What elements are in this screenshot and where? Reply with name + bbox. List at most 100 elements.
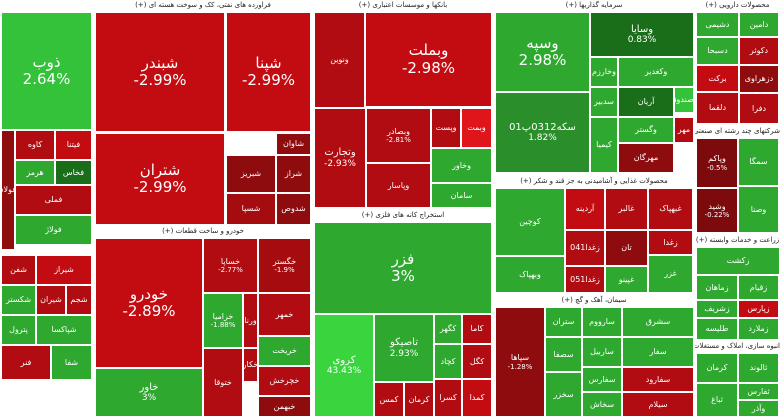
stock-tile[interactable]: سصفا: [545, 337, 582, 372]
stock-tile[interactable]: وگستر: [618, 117, 674, 143]
stock-tile[interactable]: سمگا: [738, 138, 779, 186]
stock-tile[interactable]: شبریز: [226, 155, 276, 193]
stock-tile[interactable]: وبصادر -2.81%: [366, 108, 431, 163]
stock-tile[interactable]: فخاس: [55, 160, 92, 185]
stock-tile[interactable]: وشید -0.22%: [696, 188, 738, 233]
stock-tile[interactable]: شتران -2.99%: [95, 133, 225, 225]
stock-tile[interactable]: وبمت: [461, 108, 492, 148]
stock-tile[interactable]: کرمان: [696, 353, 738, 383]
stock-tile[interactable]: شبندر -2.99%: [95, 12, 225, 132]
stock-tile[interactable]: وسایا 0.83%: [590, 12, 694, 57]
sector-header[interactable]: شرکتهای چند رشته ای صنعتی (+): [695, 126, 780, 137]
stock-tile[interactable]: ونوین: [314, 12, 365, 108]
stock-tile[interactable]: دسبحا: [696, 37, 739, 65]
stock-tile[interactable]: آریان: [618, 87, 674, 117]
stock-tile[interactable]: خریخت: [258, 336, 311, 366]
stock-tile[interactable]: زغدا041: [565, 230, 605, 266]
stock-tile[interactable]: ثباغ: [696, 383, 738, 417]
stock-tile[interactable]: خزامیا -1.88%: [203, 293, 243, 348]
stock-tile[interactable]: سفارود: [622, 367, 694, 392]
stock-tile[interactable]: شجم: [66, 285, 92, 315]
stock-tile[interactable]: شاوان: [276, 133, 311, 155]
stock-tile[interactable]: وپست: [431, 108, 461, 148]
stock-tile[interactable]: زقیام: [738, 275, 779, 300]
stock-tile[interactable]: دزهراوی: [739, 65, 779, 93]
stock-tile[interactable]: فزر 3%: [314, 222, 492, 314]
stock-tile[interactable]: غزر: [648, 255, 693, 293]
stock-tile[interactable]: سپاها -1.28%: [495, 307, 545, 417]
stock-tile[interactable]: سشرق: [622, 307, 694, 337]
stock-tile[interactable]: ساربیل: [582, 337, 622, 367]
stock-tile[interactable]: فملی: [15, 185, 92, 215]
stock-tile[interactable]: برکت: [696, 65, 739, 92]
stock-tile[interactable]: شفن: [1, 255, 36, 285]
stock-tile[interactable]: طلیسه: [696, 318, 738, 340]
stock-tile[interactable]: کاوه: [15, 130, 55, 160]
stock-tile[interactable]: زکشت: [696, 247, 780, 275]
stock-tile[interactable]: کمدا: [462, 379, 492, 417]
stock-tile[interactable]: فولاژ: [15, 215, 92, 245]
stock-tile[interactable]: سفارس: [582, 367, 622, 392]
stock-tile[interactable]: دفرا: [739, 93, 779, 124]
stock-tile[interactable]: شراز: [276, 155, 311, 193]
stock-tile[interactable]: کگل: [462, 344, 492, 379]
stock-tile[interactable]: وکغدیر: [618, 57, 694, 87]
stock-tile[interactable]: خودرو -2.89%: [95, 238, 203, 368]
stock-tile[interactable]: سامان: [431, 183, 492, 208]
stock-tile[interactable]: وپاکم -0.5%: [696, 138, 738, 188]
stock-tile[interactable]: کروی 43.43%: [314, 314, 374, 417]
stock-tile[interactable]: زغدا: [648, 230, 693, 255]
stock-tile[interactable]: فیتنا: [55, 130, 92, 160]
stock-tile[interactable]: کگهر: [434, 314, 462, 344]
stock-tile[interactable]: سخاش: [582, 392, 622, 417]
stock-tile[interactable]: غپینو: [605, 266, 648, 293]
stock-tile[interactable]: پترول: [1, 315, 36, 345]
sector-header[interactable]: محصولات دارویی (+): [695, 0, 780, 11]
stock-tile[interactable]: زملارد: [738, 318, 779, 340]
stock-tile[interactable]: خبهمن: [258, 396, 311, 417]
stock-tile[interactable]: خگستر -1.9%: [258, 238, 311, 293]
stock-tile[interactable]: وصندوق: [674, 87, 694, 113]
sector-header[interactable]: سرمایه گذاریها (+): [494, 0, 694, 11]
sector-header[interactable]: بانکها و موسسات اعتباری (+): [313, 0, 493, 11]
stock-tile[interactable]: زماهان: [696, 275, 738, 300]
stock-tile[interactable]: وآذر: [738, 400, 779, 417]
stock-tile[interactable]: شپنا -2.99%: [226, 12, 311, 132]
stock-tile[interactable]: دکوثر: [739, 37, 779, 65]
stock-tile[interactable]: دشیمی: [696, 12, 739, 37]
stock-tile[interactable]: هرمز: [15, 160, 55, 185]
sector-header[interactable]: انبوه سازی، املاک و مستغلات (+): [695, 341, 780, 352]
stock-tile[interactable]: ختوقا: [203, 348, 243, 417]
sector-header[interactable]: استخراج کانه های فلزی (+): [313, 210, 493, 221]
sector-header[interactable]: خودرو و ساخت قطعات (+): [94, 226, 312, 237]
stock-tile[interactable]: ذوب 2.64%: [1, 12, 92, 130]
stock-tile[interactable]: دامین: [739, 12, 779, 37]
stock-tile[interactable]: خچرخش: [258, 366, 311, 396]
stock-tile[interactable]: کوچین: [495, 188, 565, 256]
stock-tile[interactable]: سفار: [622, 337, 694, 367]
stock-tile[interactable]: دلقما: [696, 92, 739, 124]
stock-tile[interactable]: شسپا: [226, 193, 276, 225]
stock-tile[interactable]: تان: [605, 230, 648, 266]
stock-tile[interactable]: فنر: [1, 345, 51, 380]
stock-tile[interactable]: ورنا: [243, 293, 258, 348]
stock-tile[interactable]: وخاور: [431, 148, 492, 183]
stock-tile[interactable]: سارووم: [582, 307, 622, 337]
stock-tile[interactable]: وبملت -2.98%: [365, 12, 492, 107]
stock-tile[interactable]: خساپا -2.77%: [203, 238, 258, 293]
stock-tile[interactable]: زغدا051: [565, 266, 605, 293]
stock-tile[interactable]: شپاکسا: [36, 315, 92, 345]
stock-tile[interactable]: خمهر: [258, 293, 311, 336]
stock-tile[interactable]: کمس: [374, 382, 404, 417]
stock-tile[interactable]: مهر: [674, 117, 694, 143]
stock-tile[interactable]: وسپه 2.98%: [495, 12, 590, 92]
sector-header[interactable]: زراعت و خدمات وابسته (+): [695, 235, 780, 246]
stock-tile[interactable]: وخارزم: [590, 57, 618, 87]
stock-tile[interactable]: مهرگان: [618, 143, 674, 173]
stock-tile[interactable]: زپارس: [738, 300, 779, 318]
stock-tile[interactable]: غبهپاک: [648, 188, 693, 230]
stock-tile[interactable]: وپاسار: [366, 163, 431, 208]
stock-tile[interactable]: شدوص: [276, 193, 311, 225]
stock-tile[interactable]: کسرا: [434, 379, 462, 417]
stock-tile[interactable]: وصنا: [738, 186, 779, 233]
